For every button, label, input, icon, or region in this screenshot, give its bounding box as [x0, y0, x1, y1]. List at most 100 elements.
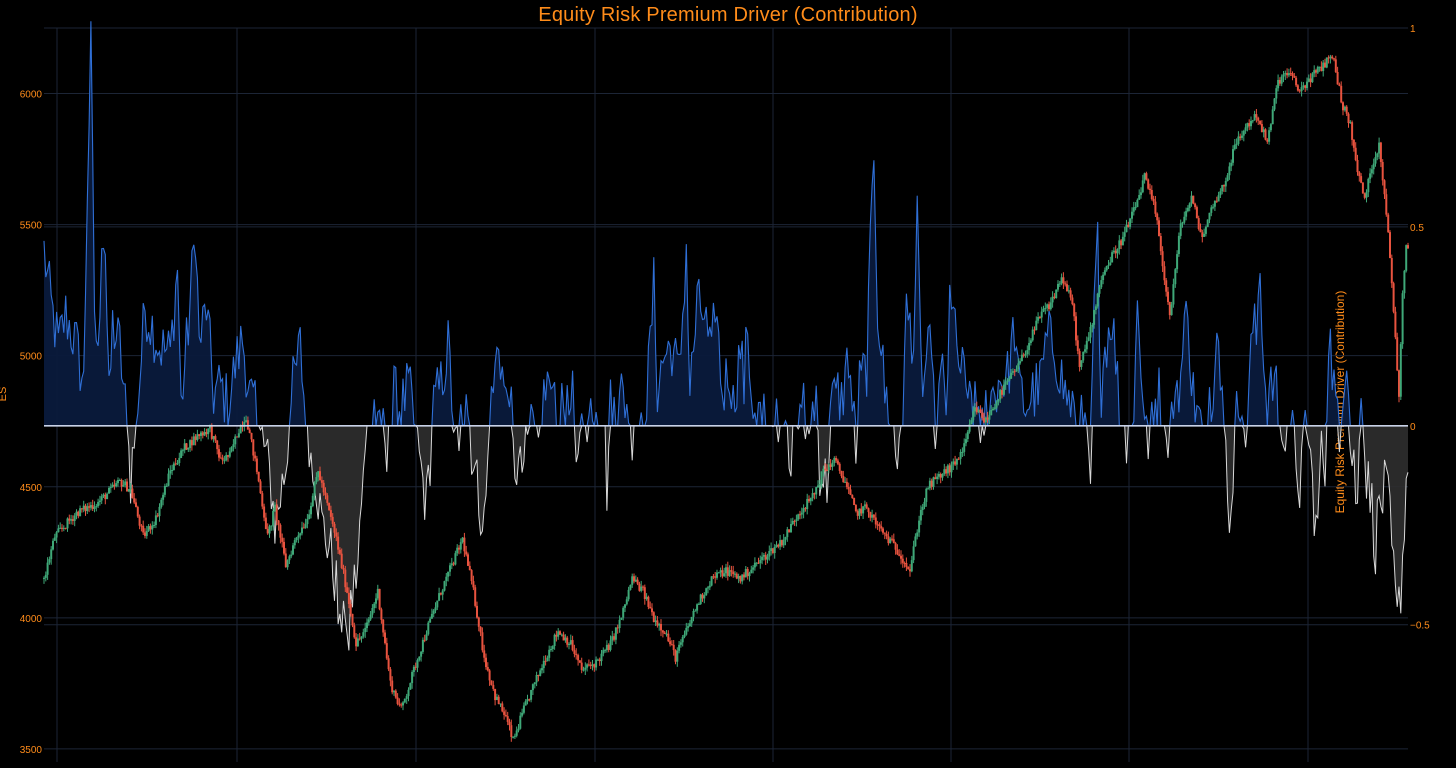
es-candle-body [369, 614, 372, 620]
es-candle-body [1067, 290, 1070, 292]
es-candle-body [1010, 372, 1013, 379]
es-candle-body [44, 574, 47, 578]
es-candle-body [1152, 198, 1155, 202]
es-candle-body [252, 439, 255, 456]
es-candle-body [346, 587, 349, 593]
es-candle-body [553, 634, 556, 646]
es-candle-body [838, 463, 841, 471]
es-candle-body [234, 436, 237, 445]
es-candle-body [1107, 265, 1110, 267]
es-candle-body [946, 465, 949, 474]
es-candle-body [284, 553, 287, 568]
es-candle-body [813, 493, 816, 495]
es-candle-body [1078, 351, 1081, 367]
es-candle-body [1060, 277, 1063, 284]
es-candle-body [1158, 220, 1160, 236]
es-candle-body [1250, 121, 1252, 127]
es-candle-body [470, 570, 473, 581]
chart-title: Equity Risk Premium Driver (Contribution… [538, 4, 918, 26]
es-candle-body [373, 603, 376, 608]
es-candle-body [750, 569, 753, 574]
es-candle-body [817, 485, 819, 488]
es-candle-body [569, 640, 572, 645]
es-candle-body [871, 514, 874, 518]
es-candle-body [70, 519, 73, 521]
es-candle-body [1405, 245, 1408, 271]
es-candle-body [55, 532, 58, 538]
es-candle-body [149, 526, 152, 530]
es-candle-body [467, 554, 469, 566]
es-candle-body [375, 598, 377, 604]
es-candle-body [403, 698, 406, 703]
es-candle-body [302, 527, 305, 529]
es-candle-body [71, 519, 74, 521]
es-candle-body [53, 537, 56, 541]
es-candle-body [1020, 354, 1023, 362]
es-candle-body [779, 540, 782, 547]
es-candle-body [421, 639, 424, 652]
es-candle-body [959, 452, 962, 459]
es-candle-body [389, 669, 392, 681]
es-candle-body [304, 524, 307, 528]
es-candle-body [245, 420, 248, 422]
es-candle-body [338, 549, 341, 554]
es-candle-body [98, 500, 101, 502]
es-candle-body [1367, 178, 1370, 193]
es-candle-body [268, 526, 271, 534]
es-candle-body [869, 512, 872, 518]
es-candle-body [952, 461, 955, 465]
es-candle-body [223, 460, 226, 462]
es-candle-body [1266, 139, 1269, 142]
es-candle-body [337, 536, 340, 550]
es-candle-body [1336, 72, 1339, 85]
es-candle-body [690, 616, 693, 624]
es-candle-body [174, 463, 177, 465]
es-candle-body [633, 576, 635, 582]
es-candle-body [1385, 194, 1388, 215]
es-candle-body [144, 532, 146, 536]
es-candle-body [533, 682, 536, 685]
es-candle-body [153, 525, 156, 526]
es-candle-body [88, 506, 91, 508]
es-candle-body [176, 463, 179, 465]
es-candle-body [894, 543, 897, 550]
es-candle-body [1143, 173, 1146, 181]
es-candle-body [1011, 371, 1014, 373]
es-candle-body [111, 484, 114, 488]
es-candle-body [203, 432, 206, 436]
es-candle-body [685, 627, 688, 635]
es-candle-body [1046, 304, 1049, 308]
es-candle-body [887, 536, 890, 544]
es-candle-body [1199, 229, 1202, 233]
es-candle-body [1190, 195, 1193, 204]
es-candle-body [474, 587, 477, 606]
es-candle-body [762, 554, 765, 557]
es-candle-body [86, 506, 89, 511]
es-candle-body [948, 465, 951, 473]
es-candle-body [1219, 191, 1222, 196]
es-candle-body [703, 595, 706, 599]
es-candle-body [452, 563, 455, 565]
es-candle-body [634, 579, 637, 582]
es-candle-body [977, 409, 980, 413]
es-candle-body [571, 640, 574, 651]
es-candle-body [1363, 193, 1366, 198]
es-candle-body [1226, 175, 1229, 181]
es-candle-body [620, 617, 623, 620]
es-candle-body [108, 488, 110, 494]
es-candle-body [1361, 182, 1364, 194]
es-candle-body [77, 511, 80, 517]
es-candle-body [255, 458, 258, 472]
es-candle-body [661, 630, 664, 633]
es-candle-body [1179, 223, 1182, 236]
es-candle-body [264, 517, 267, 529]
erp-negative-area [44, 425, 1408, 651]
es-candle-body [903, 562, 906, 564]
es-candle-body [497, 696, 500, 704]
es-candle-body [218, 449, 220, 458]
es-candle-body [57, 528, 60, 533]
es-candle-body [434, 607, 437, 611]
es-candle-body [1342, 102, 1344, 111]
es-candle-body [1325, 57, 1328, 68]
es-candle-body [1352, 139, 1355, 148]
